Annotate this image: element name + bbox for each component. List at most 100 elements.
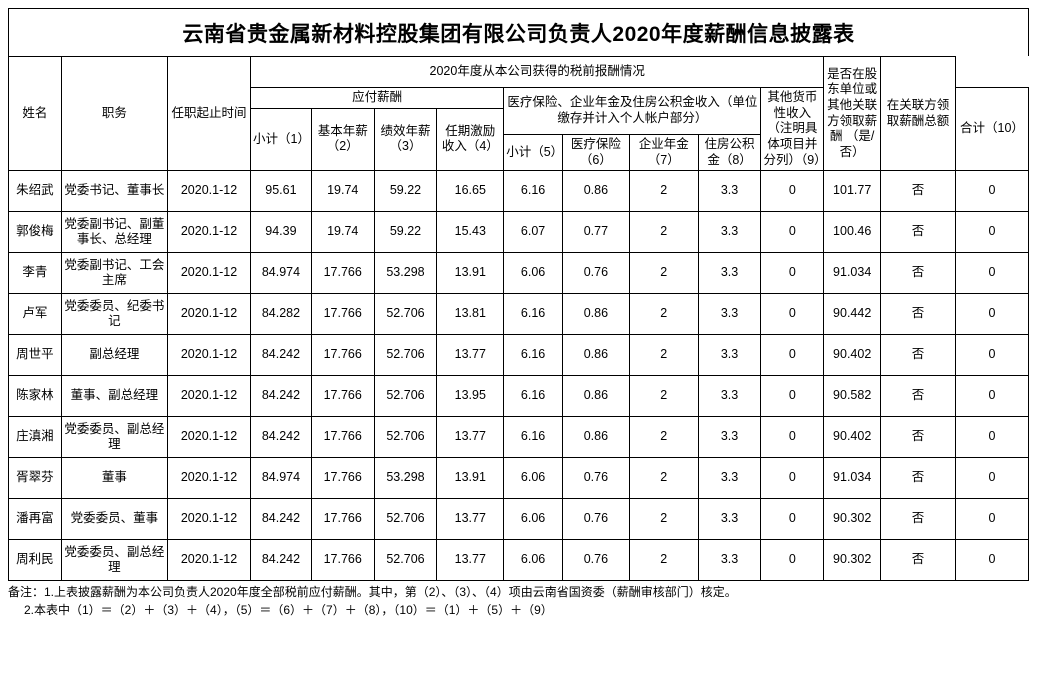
- row-housing: 3.3: [697, 252, 762, 295]
- row-post: 党委委员、副总经理: [60, 539, 169, 582]
- row-shareholder: 否: [880, 498, 956, 541]
- row-total: 90.402: [823, 334, 882, 377]
- row-medical: 0.86: [561, 334, 630, 377]
- row-total: 100.46: [823, 211, 882, 254]
- row-related-total: 0: [954, 457, 1030, 500]
- row-name: 卢军: [8, 293, 62, 336]
- row-shareholder: 否: [880, 539, 956, 582]
- row-annuity: 2: [628, 375, 699, 418]
- row-name: 潘再富: [8, 498, 62, 541]
- table-row: 郭俊梅 党委副书记、副董事长、总经理 2020.1-12 94.39 19.74 59.2…: [8, 211, 1030, 254]
- row-term: 2020.1-12: [166, 375, 252, 418]
- row-incentive: 13.77: [436, 539, 505, 582]
- row-total: 90.302: [823, 539, 882, 582]
- row-medical: 0.76: [561, 252, 630, 295]
- row-related-total: 0: [954, 252, 1030, 295]
- header-row-1: 姓名 职务 任职起止时间 2020年度从本公司获得的税前报酬情况 是否在股东单位…: [8, 55, 1029, 172]
- header-post: 职务: [60, 55, 169, 172]
- row-shareholder: 否: [880, 375, 956, 418]
- header-row-4: 小计（5） 医疗保险（6） 企业年金（7） 住房公积金（8）: [9, 133, 1029, 172]
- table-row: 陈家林 董事、副总经理 2020.1-12 84.242 17.766 52.706 13.…: [8, 375, 1030, 418]
- row-sub1: 84.242: [250, 375, 312, 418]
- row-medical: 0.76: [561, 498, 630, 541]
- row-housing: 3.3: [697, 293, 762, 336]
- row-annuity: 2: [628, 293, 699, 336]
- row-annuity: 2: [628, 457, 699, 500]
- row-annuity: 2: [628, 334, 699, 377]
- row-sub5: 6.06: [503, 252, 563, 295]
- table-body: 朱绍武 党委书记、董事长 2020.1-12 95.61 19.74 59.22 16.65…: [8, 170, 1030, 582]
- row-term: 2020.1-12: [166, 457, 252, 500]
- row-name: 陈家林: [8, 375, 62, 418]
- row-medical: 0.76: [561, 457, 630, 500]
- header-annuity: 企业年金（7）: [628, 133, 699, 172]
- row-total: 90.442: [823, 293, 882, 336]
- row-post: 党委委员、董事: [60, 498, 169, 541]
- header-pretax-group: 2020年度从本公司获得的税前报酬情况: [250, 56, 825, 88]
- row-perf: 52.706: [373, 416, 438, 459]
- row-term: 2020.1-12: [166, 293, 252, 336]
- row-other: 0: [760, 211, 825, 254]
- row-name: 周世平: [8, 334, 62, 377]
- row-sub1: 84.242: [250, 334, 312, 377]
- row-shareholder: 否: [880, 416, 956, 459]
- header-shareholder: 是否在股东单位或其他关联方领取薪酬 （是/否）: [823, 55, 882, 172]
- row-other: 0: [760, 252, 825, 295]
- row-annuity: 2: [628, 416, 699, 459]
- row-sub5: 6.16: [503, 416, 563, 459]
- row-term: 2020.1-12: [166, 498, 252, 541]
- header-name: 姓名: [8, 55, 62, 172]
- row-post: 党委副书记、副董事长、总经理: [60, 211, 169, 254]
- row-sub5: 6.16: [503, 334, 563, 377]
- row-sub5: 6.16: [503, 170, 563, 213]
- row-total: 90.302: [823, 498, 882, 541]
- table-row: 卢军 党委委员、纪委书记 2020.1-12 84.282 17.766 52.706 13…: [8, 293, 1030, 336]
- header-payable-group: 应付薪酬: [250, 87, 505, 109]
- row-sub1: 84.974: [250, 457, 312, 500]
- row-post: 党委书记、董事长: [60, 170, 169, 213]
- note-line-2: 2.本表中（1）＝（2）＋（3）＋（4），（5）＝（6）＋（7）＋（8），（10…: [24, 603, 553, 618]
- row-other: 0: [760, 170, 825, 213]
- row-sub5: 6.06: [503, 539, 563, 582]
- row-related-total: 0: [954, 416, 1030, 459]
- header-medical: 医疗保险（6）: [561, 133, 630, 172]
- row-shareholder: 否: [880, 252, 956, 295]
- row-base: 17.766: [310, 252, 375, 295]
- table-row: 庄滇湘 党委委员、副总经理 2020.1-12 84.242 17.766 52.706 1…: [8, 416, 1030, 459]
- row-medical: 0.86: [561, 375, 630, 418]
- row-sub1: 84.242: [250, 539, 312, 582]
- row-annuity: 2: [628, 211, 699, 254]
- header-related-total: 在关联方领取薪酬总额: [880, 55, 956, 172]
- row-other: 0: [760, 375, 825, 418]
- row-perf: 53.298: [373, 457, 438, 500]
- row-medical: 0.86: [561, 293, 630, 336]
- row-medical: 0.86: [561, 170, 630, 213]
- row-other: 0: [760, 457, 825, 500]
- row-shareholder: 否: [880, 457, 956, 500]
- table-row: 周利民 党委委员、副总经理 2020.1-12 84.242 17.766 52.706 1…: [8, 539, 1030, 582]
- row-related-total: 0: [954, 170, 1030, 213]
- row-shareholder: 否: [880, 211, 956, 254]
- row-sub5: 6.06: [503, 457, 563, 500]
- row-medical: 0.86: [561, 416, 630, 459]
- row-perf: 52.706: [373, 293, 438, 336]
- row-name: 郭俊梅: [8, 211, 62, 254]
- row-post: 党委委员、副总经理: [60, 416, 169, 459]
- row-perf: 53.298: [373, 252, 438, 295]
- row-sub1: 95.61: [250, 170, 312, 213]
- row-incentive: 13.77: [436, 334, 505, 377]
- row-other: 0: [760, 498, 825, 541]
- row-post: 党委委员、纪委书记: [60, 293, 169, 336]
- row-incentive: 13.77: [436, 416, 505, 459]
- row-sub1: 84.242: [250, 498, 312, 541]
- row-medical: 0.76: [561, 539, 630, 582]
- row-related-total: 0: [954, 334, 1030, 377]
- row-related-total: 0: [954, 293, 1030, 336]
- row-term: 2020.1-12: [166, 252, 252, 295]
- row-other: 0: [760, 416, 825, 459]
- row-term: 2020.1-12: [166, 416, 252, 459]
- header-insurance-group: 医疗保险、企业年金及住房公积金收入（单位缴存并计入个人帐户部分）: [503, 87, 762, 135]
- row-perf: 52.706: [373, 498, 438, 541]
- row-incentive: 16.65: [436, 170, 505, 213]
- row-total: 101.77: [823, 170, 882, 213]
